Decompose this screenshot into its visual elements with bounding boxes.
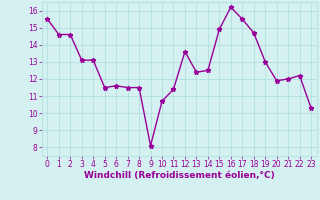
X-axis label: Windchill (Refroidissement éolien,°C): Windchill (Refroidissement éolien,°C) — [84, 171, 275, 180]
